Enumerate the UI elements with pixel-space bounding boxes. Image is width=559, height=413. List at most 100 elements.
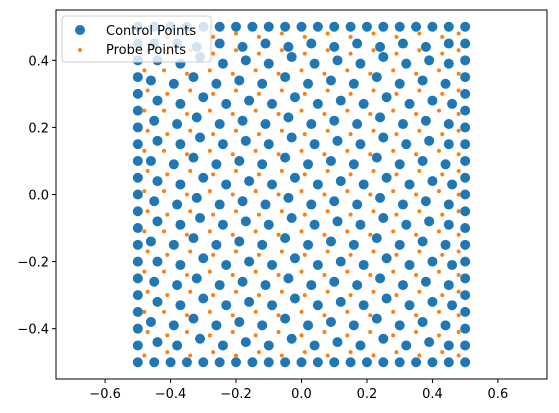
probe-point [207, 68, 212, 73]
control-point [260, 199, 271, 210]
probe-point [230, 273, 235, 278]
control-point [309, 340, 320, 351]
control-point [404, 98, 415, 109]
control-point [361, 357, 372, 368]
legend-label-control-points: Control Points [106, 24, 196, 39]
control-point [231, 357, 242, 368]
control-point [397, 119, 408, 130]
probe-point [368, 313, 373, 318]
control-point [263, 357, 274, 368]
probe-point [188, 249, 193, 254]
control-point [427, 95, 438, 106]
probe-point [142, 269, 147, 274]
x-tick-label: −0.2 [220, 387, 252, 402]
control-point [443, 139, 454, 150]
control-point [371, 152, 382, 163]
control-point [381, 92, 392, 103]
control-point [175, 179, 186, 190]
probe-point [256, 51, 261, 56]
control-point [221, 98, 232, 109]
control-point [195, 132, 206, 143]
probe-point [391, 189, 396, 194]
probe-point [253, 229, 258, 234]
probe-point [456, 249, 461, 254]
probe-point [145, 249, 150, 254]
control-point [263, 340, 274, 351]
control-point [427, 256, 438, 267]
probe-point [211, 252, 216, 257]
control-point [214, 357, 225, 368]
control-point [329, 196, 340, 207]
control-point [188, 313, 199, 324]
control-point [221, 179, 232, 190]
probe-point [276, 71, 281, 76]
probe-point [230, 232, 235, 237]
probe-point [456, 209, 461, 214]
probe-point [371, 169, 376, 174]
control-point [460, 172, 471, 183]
control-point [332, 337, 343, 348]
x-tick-label: 0.6 [488, 387, 509, 402]
probe-point [234, 128, 239, 133]
probe-point [299, 309, 304, 314]
probe-point [253, 333, 258, 338]
control-point [211, 320, 222, 331]
x-tick-label: −0.4 [155, 387, 187, 402]
probe-point [234, 88, 239, 93]
control-point [217, 219, 228, 230]
control-point [263, 21, 274, 32]
control-point [332, 135, 343, 146]
control-point [191, 192, 202, 203]
control-point [168, 78, 179, 89]
control-point [352, 199, 363, 210]
probe-point [184, 152, 189, 157]
control-point [168, 239, 179, 250]
control-point [420, 276, 431, 287]
control-point [355, 340, 366, 351]
control-point [267, 98, 278, 109]
control-point [401, 340, 412, 351]
control-point [404, 259, 415, 270]
probe-point [162, 68, 167, 73]
probe-point [368, 330, 373, 335]
probe-point [184, 232, 189, 237]
control-point [168, 159, 179, 170]
probe-point [322, 313, 327, 318]
probe-point [230, 71, 235, 76]
control-point [165, 357, 176, 368]
control-point [247, 357, 258, 368]
x-tick-label: 0.0 [291, 387, 312, 402]
probe-point [279, 128, 284, 133]
probe-point [299, 108, 304, 113]
control-point [358, 259, 369, 270]
probe-point [145, 209, 150, 214]
probe-point [322, 71, 327, 76]
control-point [181, 357, 192, 368]
probe-point [414, 152, 419, 157]
control-point [240, 337, 251, 348]
control-point [132, 323, 143, 334]
control-point [424, 216, 435, 227]
control-point [286, 132, 297, 143]
control-point [132, 340, 143, 351]
control-point [237, 276, 248, 287]
control-point [234, 236, 245, 247]
probe-point [276, 313, 281, 318]
probe-point [345, 333, 350, 338]
control-point [172, 340, 183, 351]
control-point [447, 98, 458, 109]
control-point [381, 253, 392, 264]
control-point [424, 135, 435, 146]
legend-box [61, 15, 212, 63]
probe-point [207, 108, 212, 113]
control-point [303, 159, 314, 170]
probe-point [456, 88, 461, 93]
control-point [175, 300, 186, 311]
control-point [198, 357, 209, 368]
control-point [348, 320, 359, 331]
control-point [306, 119, 317, 130]
probe-point [276, 330, 281, 335]
control-point [332, 216, 343, 227]
control-point [443, 21, 454, 32]
control-point [394, 78, 405, 89]
